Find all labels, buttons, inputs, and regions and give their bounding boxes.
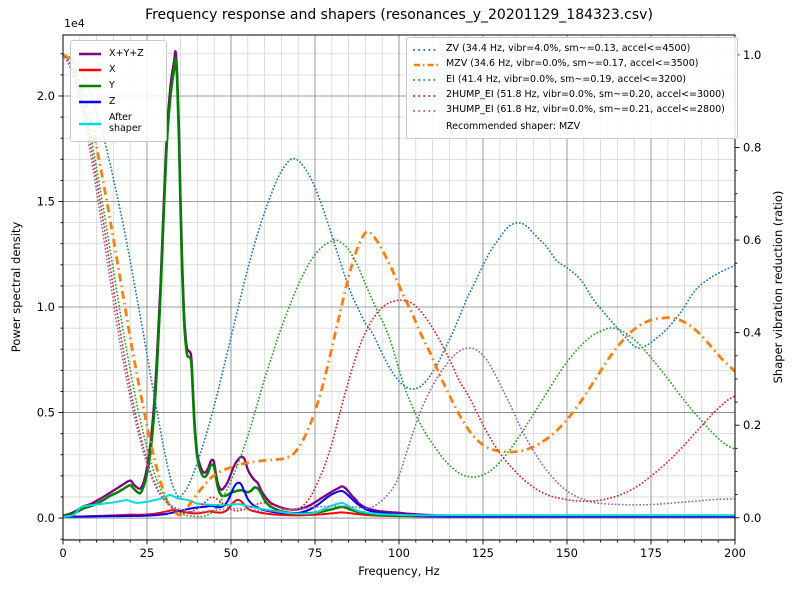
legend-line-sample-y — [79, 84, 101, 88]
legend-item-after-shaper: After shaper — [78, 110, 157, 137]
y-left-tick-label: 1.0 — [37, 300, 55, 314]
x-tick-label: 200 — [724, 546, 746, 560]
legend-item-z: Z — [78, 94, 157, 110]
series-psd-y — [63, 56, 735, 518]
series-psd-after-shaper — [63, 493, 735, 518]
legend-item-label: EI (41.4 Hz, vibr=0.0%, sm~=0.19, accel<… — [446, 73, 687, 85]
y-axis-offset-text: 1e4 — [64, 17, 85, 30]
x-tick-label: 100 — [388, 546, 410, 560]
legend-item-label: MZV (34.6 Hz, vibr=0.0%, sm~=0.17, accel… — [446, 58, 699, 70]
series-shaper-zv — [63, 54, 735, 499]
x-tick-label: 125 — [472, 546, 494, 560]
legend-item-label: 2HUMP_EI (51.8 Hz, vibr=0.0%, sm~=0.20, … — [446, 89, 725, 101]
legend-item-label: After shaper — [109, 111, 142, 134]
legend-shapers: ZV (34.4 Hz, vibr=4.0%, sm~=0.13, accel<… — [406, 37, 738, 139]
legend-item-label: X+Y+Z — [109, 47, 144, 59]
legend-line-sample-xyz — [79, 52, 101, 56]
legend-line-sample-mzv — [414, 63, 438, 67]
legend-recommended-shaper-note: Recommended shaper: MZV — [446, 120, 581, 132]
x-tick-label: 150 — [556, 546, 578, 560]
legend-line-sample-ei — [413, 79, 439, 82]
series-layer — [63, 50, 735, 518]
y-right-tick-label: 0.0 — [743, 511, 761, 525]
legend-line-sample-2hump-ei — [413, 94, 439, 97]
x-tick-label: 50 — [224, 546, 239, 560]
series-shaper-ei — [63, 54, 735, 518]
ticks — [58, 53, 740, 545]
legend-line-sample-z — [79, 100, 101, 104]
legend-item-zv: ZV (34.4 Hz, vibr=4.0%, sm~=0.13, accel<… — [413, 42, 731, 57]
y-right-tick-label: 0.8 — [743, 140, 761, 154]
legend-item-label: Y — [109, 79, 115, 91]
series-shaper-3hump-ei — [63, 54, 735, 514]
legend-item-2hump-ei: 2HUMP_EI (51.8 Hz, vibr=0.0%, sm~=0.20, … — [413, 88, 731, 103]
x-tick-label: 25 — [140, 546, 155, 560]
legend-item-y: Y — [78, 78, 157, 94]
legend-item-ei: EI (41.4 Hz, vibr=0.0%, sm~=0.19, accel<… — [413, 73, 731, 88]
chart-title: Frequency response and shapers (resonanc… — [145, 7, 653, 23]
series-shaper-mzv — [63, 53, 735, 517]
legend-line-sample-after-shaper — [79, 122, 101, 125]
x-tick-label: 75 — [308, 546, 323, 560]
x-tick-label: 0 — [59, 546, 66, 560]
legend-item-label: Z — [109, 95, 116, 107]
legend-line-sample-3hump-ei — [413, 109, 439, 112]
y-left-tick-label: 2.0 — [37, 89, 55, 103]
legend-line-sample-zv — [413, 48, 439, 51]
tick-labels: 0 25 50 75 100 125 150 175 200 0.0 0.5 1.0 1.5 2.0 0.0… — [37, 48, 762, 560]
legend-item-label: 3HUMP_EI (61.8 Hz, vibr=0.0%, sm~=0.21, … — [446, 104, 725, 116]
legend-line-sample-x — [79, 68, 101, 72]
legend-item-xyz: X+Y+Z — [78, 46, 157, 62]
legend-item-mzv: MZV (34.6 Hz, vibr=0.0%, sm~=0.17, accel… — [413, 57, 731, 72]
y-left-tick-label: 1.5 — [37, 195, 55, 209]
y-left-tick-label: 0.0 — [37, 511, 55, 525]
y-left-tick-label: 0.5 — [37, 406, 55, 420]
x-tick-label: 175 — [640, 546, 662, 560]
legend-item-3hump-ei: 3HUMP_EI (61.8 Hz, vibr=0.0%, sm~=0.21, … — [413, 103, 731, 118]
x-axis-label: Frequency, Hz — [358, 564, 440, 578]
y-right-tick-label: 1.0 — [743, 48, 761, 62]
y-axis-label-left: Power spectral density — [9, 221, 23, 353]
legend-item-label: X — [109, 63, 116, 75]
y-axis-label-right: Shaper vibration reduction (ratio) — [771, 190, 785, 384]
y-right-tick-label: 0.6 — [743, 233, 761, 247]
y-right-tick-label: 0.4 — [743, 326, 761, 340]
legend-item-label: ZV (34.4 Hz, vibr=4.0%, sm~=0.13, accel<… — [446, 43, 691, 55]
y-right-tick-label: 0.2 — [743, 418, 761, 432]
legend-psd: X+Y+Z X Y Z After shaper — [70, 40, 167, 142]
legend-item-x: X — [78, 62, 157, 78]
